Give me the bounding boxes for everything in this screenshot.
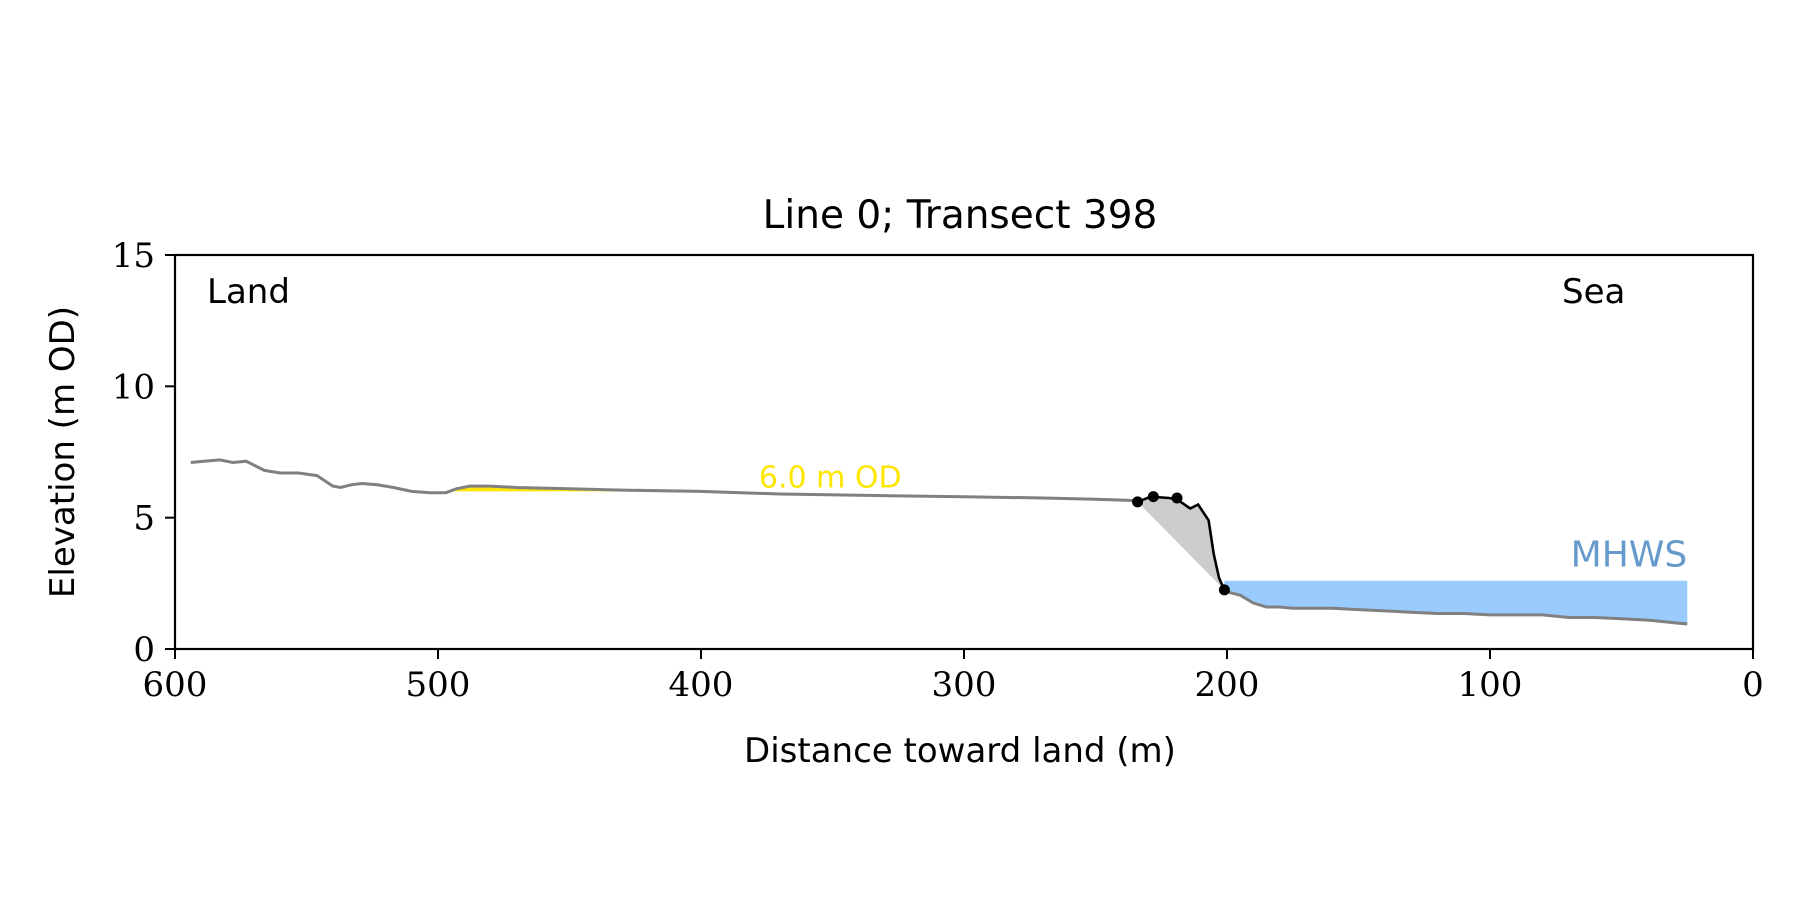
x-tick-label: 100: [1458, 665, 1523, 705]
y-axis-label: Elevation (m OD): [43, 306, 83, 598]
cliff-marker: [1132, 496, 1144, 508]
cliff-marker: [1147, 491, 1159, 503]
cliff-marker: [1171, 492, 1183, 504]
plot-layers: [190, 458, 1688, 626]
profile-line: [190, 458, 1138, 503]
x-tick-label: 500: [406, 665, 471, 705]
x-tick-label: 300: [932, 665, 997, 705]
level-label: 6.0 m OD: [759, 460, 902, 495]
cliff-marker: [1218, 584, 1230, 596]
x-axis-label: Distance toward land (m): [744, 731, 1176, 771]
x-axis-ticks: 600 500 400 300 200 100 0: [143, 649, 1764, 705]
y-tick-label: 15: [112, 236, 155, 276]
y-tick-label: 10: [112, 367, 155, 407]
x-tick-label: 400: [669, 665, 734, 705]
chart-title: Line 0; Transect 398: [763, 193, 1158, 238]
sea-annotation: Sea: [1562, 272, 1625, 312]
cliff-wedge: [1137, 496, 1225, 590]
x-tick-label: 200: [1195, 665, 1260, 705]
y-tick-label: 0: [133, 630, 155, 670]
y-tick-label: 5: [133, 499, 155, 539]
cliff-line: [1137, 495, 1226, 591]
land-annotation: Land: [207, 272, 290, 312]
x-tick-label: 600: [143, 665, 208, 705]
mhws-fill-area: [1224, 580, 1688, 624]
x-tick-label: 0: [1742, 665, 1764, 705]
sea-profile-line: [1224, 589, 1688, 626]
y-axis-ticks: 0 5 10 15: [112, 236, 175, 670]
mhws-label: MHWS: [1571, 535, 1688, 576]
